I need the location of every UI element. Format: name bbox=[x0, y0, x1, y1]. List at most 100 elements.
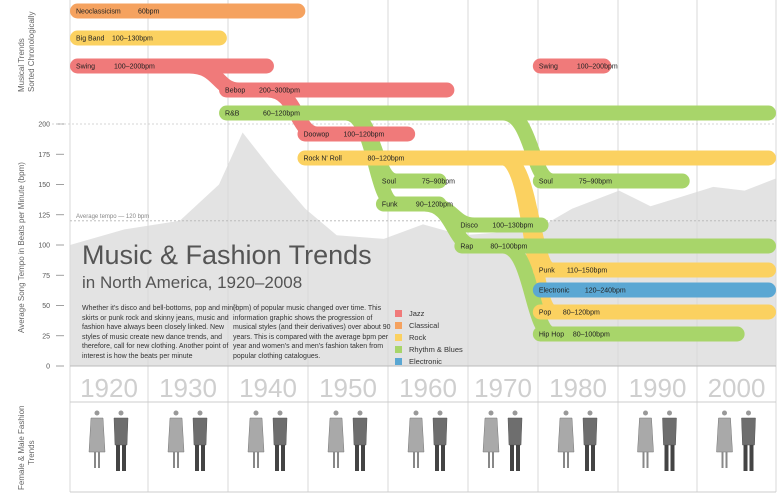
female-figure-dress bbox=[637, 417, 654, 453]
genre-bar bbox=[454, 217, 549, 233]
genre-name-label: Rap bbox=[460, 244, 473, 251]
male-figure-leg bbox=[510, 445, 514, 471]
male-figure-leg bbox=[275, 445, 279, 471]
genre-name-label: Punk bbox=[539, 268, 555, 275]
female-figure-dress bbox=[482, 417, 500, 453]
genre-name-label: Big Band bbox=[76, 36, 105, 43]
genre-name-label: Swing bbox=[76, 64, 95, 71]
female-figure-leg bbox=[333, 452, 335, 468]
male-figure-jacket bbox=[272, 417, 288, 446]
genre-bar bbox=[297, 126, 416, 142]
male-figure-leg bbox=[516, 445, 520, 471]
female-figure-head bbox=[94, 410, 100, 416]
female-figure-head bbox=[488, 410, 494, 416]
female-figure-dress bbox=[247, 417, 265, 453]
female-figure-leg bbox=[725, 452, 728, 468]
genre-bpm-label: 110–150bpm bbox=[567, 268, 608, 275]
y-tick-label: 75 bbox=[42, 273, 50, 280]
female-figure-head bbox=[643, 410, 648, 416]
fashion-figures bbox=[407, 410, 448, 471]
genre-bar bbox=[532, 58, 612, 74]
genre-bpm-label: 100–120bpm bbox=[343, 132, 384, 139]
genre-name-label: Funk bbox=[382, 202, 398, 209]
fashion-axis-label-line2: Trends bbox=[27, 440, 36, 465]
female-figure-leg bbox=[642, 452, 645, 468]
y-tick-label: 100 bbox=[38, 243, 50, 250]
legend-swatch bbox=[395, 309, 402, 317]
female-figure-dress bbox=[557, 417, 575, 453]
male-figure-jacket bbox=[741, 417, 756, 446]
genre-bar bbox=[532, 262, 776, 278]
decade-label: 1980 bbox=[549, 373, 607, 403]
fashion-figures bbox=[247, 410, 288, 471]
male-figure-leg bbox=[122, 445, 126, 471]
genre-bar bbox=[375, 173, 447, 189]
genre-name-label: Swing bbox=[539, 64, 558, 71]
genre-bpm-label: 80–120bpm bbox=[563, 310, 600, 317]
genre-name-label: Electronic bbox=[539, 288, 570, 295]
y-tick-label: 150 bbox=[38, 182, 50, 189]
male-figure-leg bbox=[585, 445, 589, 471]
legend-swatch bbox=[395, 333, 402, 341]
male-figure-leg bbox=[116, 445, 120, 471]
y-tick-label: 125 bbox=[38, 212, 50, 219]
decade-label: 1970 bbox=[474, 373, 532, 403]
y-axis-label: Average Song Tempo in Beats per Minute (… bbox=[17, 162, 26, 333]
genre-bpm-label: 80–100bpm bbox=[573, 332, 610, 339]
legend-item: Jazz bbox=[395, 307, 463, 319]
genre-name-label: Hip Hop bbox=[539, 332, 564, 339]
female-figure-leg bbox=[563, 452, 565, 468]
female-figure-leg bbox=[337, 452, 339, 468]
male-figure-jacket bbox=[352, 417, 368, 446]
female-figure-head bbox=[413, 410, 419, 416]
genre-bpm-label: 75–90bpm bbox=[422, 179, 455, 186]
female-figure-leg bbox=[98, 452, 100, 468]
genre-bar bbox=[532, 282, 776, 298]
female-figure-leg bbox=[173, 452, 175, 468]
fashion-axis-label-line1: Female & Male Fashion bbox=[17, 406, 26, 490]
legend-label: Classical bbox=[409, 320, 440, 330]
female-figure-head bbox=[722, 410, 727, 416]
male-figure-head bbox=[667, 410, 672, 416]
genre-bpm-label: 80–100bpm bbox=[490, 244, 527, 251]
fashion-figures bbox=[167, 410, 208, 471]
legend-label: Rock bbox=[409, 332, 427, 342]
male-figure-jacket bbox=[432, 417, 448, 446]
female-figure-dress bbox=[407, 417, 425, 453]
male-figure-head bbox=[512, 410, 518, 416]
male-figure-leg bbox=[591, 445, 595, 471]
male-figure-head bbox=[357, 410, 363, 416]
female-figure-head bbox=[563, 410, 569, 416]
fashion-figures bbox=[88, 410, 129, 471]
genre-bar bbox=[532, 304, 776, 320]
genre-name-label: Soul bbox=[539, 179, 553, 186]
y-tick-label: 0 bbox=[46, 364, 50, 371]
genre-bpm-label: 100–200bpm bbox=[577, 64, 618, 71]
female-figure-head bbox=[253, 410, 259, 416]
genre-bpm-label: 60–120bpm bbox=[263, 111, 300, 118]
legend-item: Rock bbox=[395, 331, 463, 343]
male-figure-leg bbox=[664, 445, 669, 471]
male-figure-head bbox=[197, 410, 203, 416]
page-subtitle: in North America, 1920–2008 bbox=[82, 273, 303, 292]
genre-bpm-label: 100–130bpm bbox=[112, 36, 153, 43]
genre-bar bbox=[70, 3, 306, 19]
genre-name-label: Neoclassicism bbox=[76, 9, 121, 16]
decade-label: 1950 bbox=[319, 373, 377, 403]
fashion-figures bbox=[637, 410, 677, 471]
genre-bar bbox=[532, 326, 745, 342]
genre-bpm-label: 90–120bpm bbox=[416, 202, 453, 209]
genre-bar bbox=[70, 58, 274, 74]
page-title: Music & Fashion Trends bbox=[82, 240, 372, 270]
genre-bar bbox=[375, 196, 447, 212]
decade-label: 1960 bbox=[399, 373, 457, 403]
female-figure-leg bbox=[413, 452, 415, 468]
female-figure-head bbox=[333, 410, 339, 416]
genre-name-label: Pop bbox=[539, 310, 552, 317]
decade-label: 2000 bbox=[708, 373, 766, 403]
legend-swatch bbox=[395, 357, 402, 365]
top-axis-label-line2: Sorted Chronologically bbox=[27, 12, 36, 93]
male-figure-leg bbox=[670, 445, 675, 471]
female-figure-dress bbox=[716, 417, 733, 453]
genre-bpm-label: 100–200bpm bbox=[114, 64, 155, 71]
